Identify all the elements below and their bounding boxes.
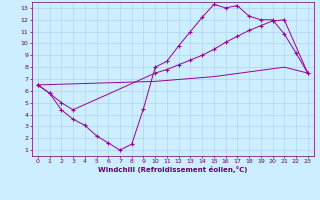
X-axis label: Windchill (Refroidissement éolien,°C): Windchill (Refroidissement éolien,°C) (98, 166, 247, 173)
